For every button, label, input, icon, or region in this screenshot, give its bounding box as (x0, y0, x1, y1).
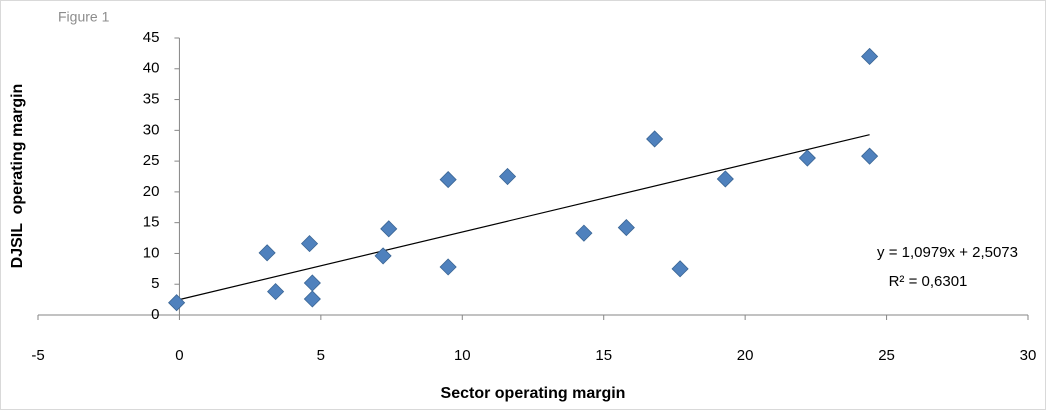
data-point (861, 47, 879, 66)
x-tick-label: 5 (317, 347, 325, 364)
y-tick-label: 0 (151, 306, 159, 323)
x-tick-label: 20 (737, 347, 754, 364)
y-tick-label: 20 (143, 183, 160, 200)
data-point (617, 219, 635, 237)
y-axis-label: DJSIL operating margin (9, 84, 26, 269)
trendline (176, 134, 870, 301)
data-point (168, 294, 186, 312)
y-tick-label: 15 (143, 214, 160, 231)
x-tick-label: 25 (878, 347, 895, 364)
data-point (267, 283, 285, 301)
x-tick-label: 15 (595, 347, 612, 364)
x-tick-label: 30 (1020, 347, 1037, 364)
trendline-r-squared: R² = 0,6301 (889, 273, 968, 290)
data-point (716, 170, 734, 188)
data-point (439, 258, 457, 276)
data-point (798, 149, 816, 167)
data-point (861, 147, 879, 165)
data-point (300, 235, 319, 253)
y-tick-label: 45 (143, 29, 160, 46)
data-point (646, 130, 664, 148)
y-tick-label: 40 (143, 60, 160, 77)
data-point (303, 290, 321, 308)
data-point (671, 260, 689, 278)
data-point (575, 224, 593, 242)
data-point (380, 220, 398, 238)
data-point (258, 244, 276, 262)
x-axis-label: Sector operating margin (441, 385, 626, 402)
y-tick-label: 30 (143, 121, 160, 138)
y-tick-label: 25 (143, 152, 160, 169)
data-point (374, 247, 392, 265)
x-tick-label: 10 (454, 347, 471, 364)
trendline-equation: y = 1,0979x + 2,5073 (877, 244, 1018, 261)
x-tick-label: -5 (31, 347, 44, 364)
data-point (439, 171, 457, 189)
y-tick-label: 35 (143, 91, 160, 108)
chart-title: Figure 1 (58, 9, 110, 25)
y-tick-label: 10 (143, 244, 160, 261)
data-point (498, 167, 517, 186)
y-tick-label: 5 (151, 275, 159, 292)
x-tick-label: 0 (175, 347, 183, 364)
